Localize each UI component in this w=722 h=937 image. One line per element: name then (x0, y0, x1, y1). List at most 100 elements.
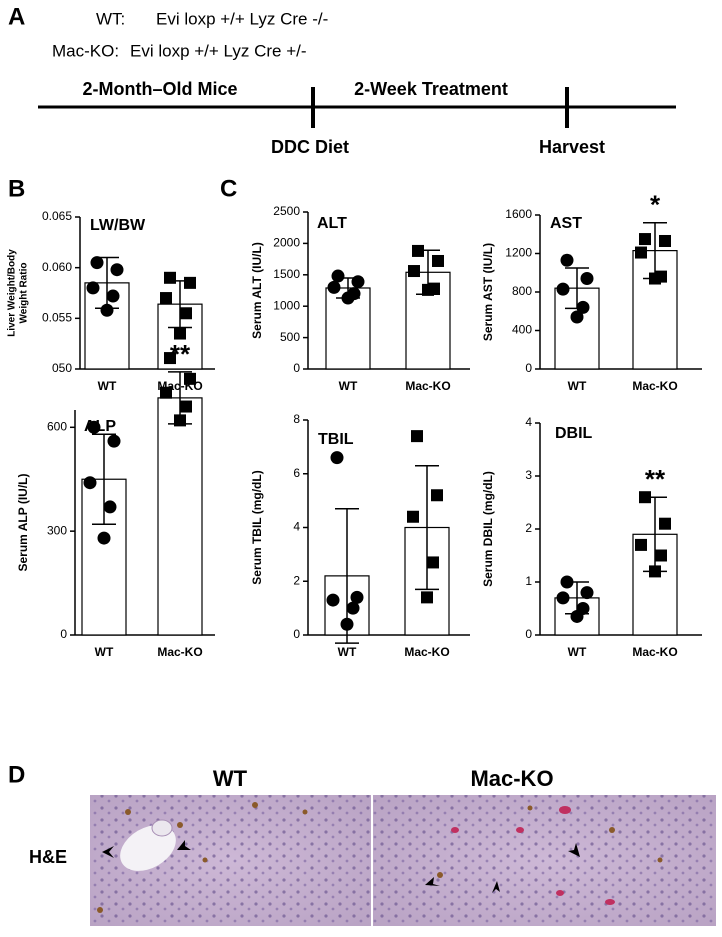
data-point (327, 280, 341, 294)
x-tick-label: Mac-KO (632, 645, 677, 659)
data-point (106, 289, 120, 303)
data-point (326, 593, 340, 607)
panel-label: C (220, 175, 237, 202)
x-tick-label: Mac-KO (632, 379, 677, 393)
significance-label: * (650, 190, 661, 220)
y-axis-label: Serum ALP (IU/L) (16, 473, 30, 571)
timeline-phase: 2-Month–Old Mice (82, 79, 237, 99)
y-tick-label: 8 (293, 412, 300, 426)
x-tick-label: WT (98, 379, 117, 393)
data-point (560, 253, 574, 267)
timeline-event: Harvest (539, 137, 605, 157)
data-point (184, 372, 196, 385)
chart-title: TBIL (318, 431, 354, 448)
bar (157, 397, 203, 636)
x-tick-label: WT (339, 379, 358, 393)
data-point (659, 234, 671, 247)
y-tick-label: 1600 (505, 207, 532, 221)
y-tick-label: 050 (52, 361, 72, 375)
data-point (407, 510, 419, 523)
data-point (580, 586, 594, 600)
data-point (160, 386, 172, 399)
x-tick-label: WT (95, 645, 114, 659)
timeline-phase: 2-Week Treatment (354, 79, 508, 99)
y-tick-label: 500 (280, 330, 300, 344)
data-point (180, 400, 192, 413)
y-tick-label: 1500 (273, 267, 300, 281)
x-tick-label: Mac-KO (157, 645, 202, 659)
data-point (90, 256, 104, 270)
data-point (432, 254, 444, 267)
y-tick-label: 1200 (505, 246, 532, 260)
chart-title: ALT (317, 215, 347, 232)
y-tick-label: 2000 (273, 236, 300, 250)
data-point (570, 310, 584, 324)
data-point (350, 590, 364, 604)
x-tick-label: WT (568, 379, 587, 393)
timeline-event: DDC Diet (271, 137, 349, 157)
column-label: Mac-KO (470, 766, 553, 791)
genotype-name: WT: (96, 9, 125, 28)
data-point (580, 272, 594, 286)
y-axis-label: Serum TBIL (mg/dL) (250, 470, 264, 584)
data-point (331, 269, 345, 283)
genotype: Evi loxp +/+ Lyz Cre -/- (156, 9, 328, 28)
data-point (164, 352, 176, 365)
bar (405, 271, 451, 370)
y-tick-label: 600 (47, 419, 67, 433)
data-point (422, 283, 434, 296)
data-point (87, 420, 101, 434)
data-point (160, 292, 172, 305)
panel-label: D (8, 761, 25, 788)
data-point (655, 549, 667, 562)
data-point (83, 476, 97, 490)
data-point (351, 275, 365, 289)
data-point (107, 434, 121, 448)
data-point (340, 617, 354, 631)
y-axis-label: Liver Weight/Body (7, 249, 18, 337)
data-point (421, 591, 433, 604)
data-point (560, 575, 574, 589)
y-axis-label: Serum DBIL (mg/dL) (481, 471, 495, 587)
data-point (100, 303, 114, 317)
data-point (556, 591, 570, 605)
x-tick-label: Mac-KO (405, 379, 450, 393)
data-point (412, 244, 424, 257)
y-tick-label: 0 (525, 627, 532, 641)
y-axis-label: Serum ALT (IU/L) (250, 242, 264, 339)
y-tick-label: 1000 (273, 298, 300, 312)
data-point (431, 489, 443, 502)
stain-label: H&E (29, 847, 67, 867)
y-tick-label: 300 (47, 523, 67, 537)
data-point (103, 500, 117, 514)
y-tick-label: 2500 (273, 204, 300, 218)
data-point (330, 451, 344, 465)
data-point (635, 538, 647, 551)
genotype: Evi loxp +/+ Lyz Cre +/- (130, 41, 307, 60)
panel-label: B (8, 175, 25, 202)
data-point (659, 517, 671, 530)
y-tick-label: 3 (525, 468, 532, 482)
column-label: WT (213, 766, 248, 791)
data-point (556, 282, 570, 296)
data-point (408, 265, 420, 278)
y-axis-label: Serum AST (IU/L) (481, 243, 495, 341)
data-point (86, 281, 100, 295)
data-point (649, 272, 661, 285)
chart-title: AST (550, 215, 582, 232)
data-point (110, 263, 124, 277)
data-point (164, 271, 176, 284)
significance-label: ** (170, 339, 191, 369)
chart-title: LW/BW (90, 217, 146, 234)
significance-label: ** (645, 464, 666, 494)
y-tick-label: 6 (293, 466, 300, 480)
panel-label: A (8, 3, 25, 30)
y-tick-label: 0.065 (42, 209, 72, 223)
data-point (411, 430, 423, 443)
data-point (346, 601, 360, 615)
data-point (639, 233, 651, 246)
y-tick-label: 0 (293, 361, 300, 375)
data-point (427, 556, 439, 569)
